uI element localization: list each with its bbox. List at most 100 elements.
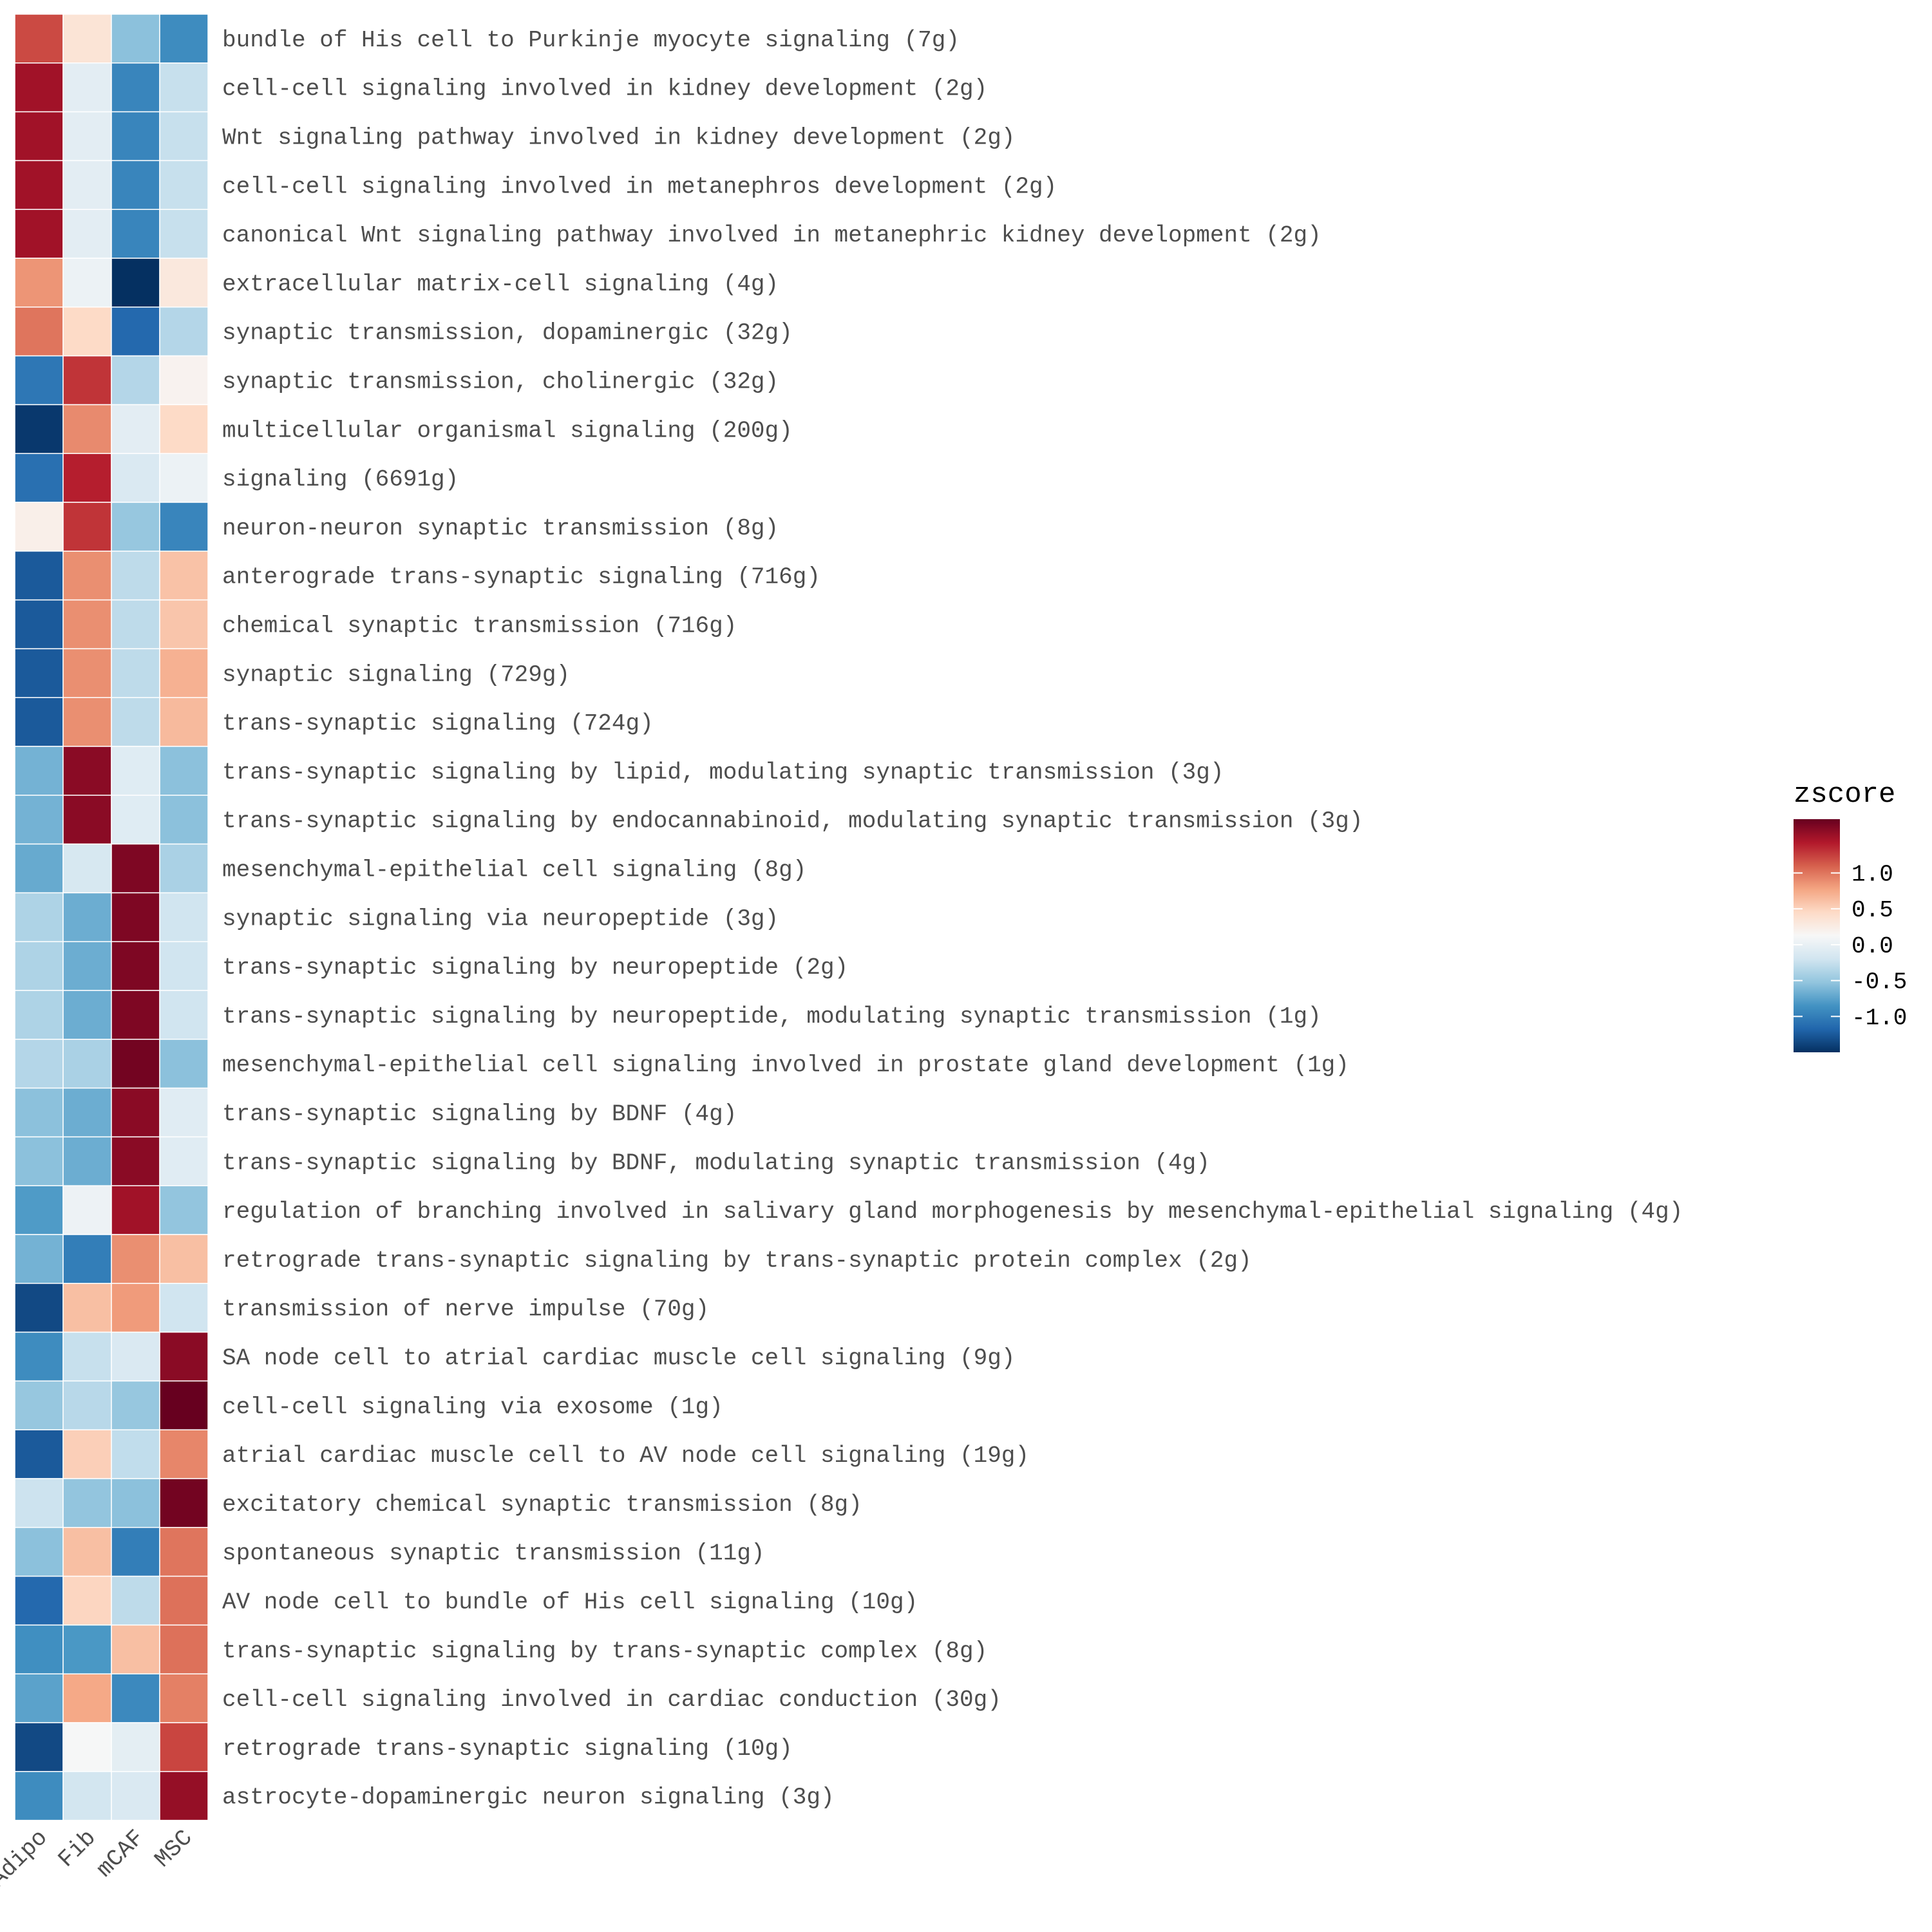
row-label: cell-cell signaling involved in kidney d…: [222, 76, 987, 102]
heatmap-cell-r19-adipo: [14, 892, 64, 942]
heatmap-cell-r31-adipo: [14, 1478, 64, 1528]
row-label: synaptic transmission, cholinergic (32g): [222, 369, 779, 395]
heatmap-cell-r18-msc: [159, 843, 209, 894]
heatmap-cell-r33-mcaf: [111, 1575, 160, 1626]
heatmap-cell-r8-mcaf: [111, 355, 160, 406]
row-label: chemical synaptic transmission (716g): [222, 613, 737, 639]
heatmap-cell-r12-adipo: [14, 551, 64, 601]
heatmap-cell-r7-adipo: [14, 307, 64, 357]
colorbar-ticks: 1.0 0.5 0.0 -0.5 -1.0: [1794, 862, 1907, 1031]
heatmap-cell-r4-fib: [62, 160, 112, 210]
heatmap-cell-r2-mcaf: [111, 62, 160, 113]
heatmap-cell-r22-adipo: [14, 1039, 64, 1089]
row-label: canonical Wnt signaling pathway involved…: [222, 222, 1321, 249]
heatmap-cell-r5-msc: [159, 209, 209, 259]
heatmap-cell-r29-adipo: [14, 1380, 64, 1430]
heatmap-cell-r6-adipo: [14, 258, 64, 308]
heatmap-cell-r19-msc: [159, 892, 209, 942]
heatmap-cell-r3-adipo: [14, 111, 64, 162]
row-label: synaptic signaling via neuropeptide (3g): [222, 905, 779, 932]
heatmap-cell-r15-mcaf: [111, 697, 160, 747]
heatmap-cell-r34-adipo: [14, 1624, 64, 1674]
row-label: mesenchymal-epithelial cell signaling (8…: [222, 857, 806, 884]
row-label: retrograde trans-synaptic signaling by t…: [222, 1247, 1252, 1274]
heatmap-cell-r23-mcaf: [111, 1087, 160, 1138]
heatmap-cell-r15-fib: [62, 697, 112, 747]
heatmap-cell-r9-mcaf: [111, 404, 160, 454]
row-label: neuron-neuron synaptic transmission (8g): [222, 515, 779, 542]
row-label: synaptic signaling (729g): [222, 661, 570, 688]
heatmap-cell-r23-adipo: [14, 1087, 64, 1138]
heatmap-cell-r36-fib: [62, 1722, 112, 1772]
heatmap-cell-r16-adipo: [14, 746, 64, 796]
row-label: atrial cardiac muscle cell to AV node ce…: [222, 1443, 1029, 1469]
heatmap-cell-r22-mcaf: [111, 1039, 160, 1089]
heatmap-cell-r1-adipo: [14, 14, 64, 64]
heatmap-cell-r2-fib: [62, 62, 112, 113]
heatmap-cell-r16-msc: [159, 746, 209, 796]
heatmap-cell-r26-mcaf: [111, 1234, 160, 1284]
heatmap-cell-r30-msc: [159, 1429, 209, 1479]
heatmap-cell-r17-adipo: [14, 795, 64, 845]
colorbar-tick-label: -0.5: [1852, 969, 1907, 996]
heatmap-cell-r34-msc: [159, 1624, 209, 1674]
heatmap-cell-r11-mcaf: [111, 502, 160, 552]
heatmap-cell-r20-fib: [62, 941, 112, 991]
heatmap-cell-r27-mcaf: [111, 1283, 160, 1333]
column-label-msc: MSC: [149, 1824, 198, 1873]
row-label: anterograde trans-synaptic signaling (71…: [222, 564, 820, 591]
heatmap-cell-r1-msc: [159, 14, 209, 64]
heatmap-cell-r18-fib: [62, 843, 112, 894]
heatmap-cell-r7-msc: [159, 307, 209, 357]
heatmap-cell-r36-msc: [159, 1722, 209, 1772]
heatmap-cell-r8-adipo: [14, 355, 64, 406]
row-label: trans-synaptic signaling by neuropeptide…: [222, 1003, 1321, 1030]
heatmap-cell-r37-mcaf: [111, 1771, 160, 1821]
heatmap-cell-r30-adipo: [14, 1429, 64, 1479]
heatmap-cell-r26-fib: [62, 1234, 112, 1284]
heatmap-cell-r25-msc: [159, 1185, 209, 1235]
heatmap-cell-r17-fib: [62, 795, 112, 845]
heatmap-cell-r31-mcaf: [111, 1478, 160, 1528]
colorbar-tick-label: 1.0: [1852, 862, 1893, 888]
heatmap-cell-r24-adipo: [14, 1136, 64, 1186]
row-label: excitatory chemical synaptic transmissio…: [222, 1492, 862, 1518]
row-label: trans-synaptic signaling by neuropeptide…: [222, 954, 848, 981]
heatmap-cell-r21-msc: [159, 990, 209, 1040]
heatmap-cell-r9-msc: [159, 404, 209, 454]
heatmap-cell-r24-msc: [159, 1136, 209, 1186]
heatmap-cell-r21-fib: [62, 990, 112, 1040]
row-label: trans-synaptic signaling by lipid, modul…: [222, 759, 1224, 786]
heatmap-cell-r30-fib: [62, 1429, 112, 1479]
heatmap-cell-r35-msc: [159, 1673, 209, 1723]
heatmap-cell-r1-mcaf: [111, 14, 160, 64]
heatmap-cell-r7-fib: [62, 307, 112, 357]
heatmap-cell-r34-mcaf: [111, 1624, 160, 1674]
heatmap-cell-r37-adipo: [14, 1771, 64, 1821]
heatmap-cell-r13-msc: [159, 599, 209, 650]
heatmap-cell-r28-fib: [62, 1331, 112, 1382]
heatmap-cell-r31-msc: [159, 1478, 209, 1528]
heatmap-cell-r18-adipo: [14, 843, 64, 894]
heatmap-cell-r14-fib: [62, 648, 112, 698]
row-label: signaling (6691g): [222, 466, 459, 493]
row-label: SA node cell to atrial cardiac muscle ce…: [222, 1345, 1015, 1372]
heatmap-cell-r22-msc: [159, 1039, 209, 1089]
heatmap-cell-r2-msc: [159, 62, 209, 113]
heatmap-cell-r4-msc: [159, 160, 209, 210]
heatmap-cell-r16-mcaf: [111, 746, 160, 796]
heatmap-cell-r16-fib: [62, 746, 112, 796]
heatmap-cell-r20-mcaf: [111, 941, 160, 991]
heatmap-cell-r36-mcaf: [111, 1722, 160, 1772]
heatmap-cell-r21-adipo: [14, 990, 64, 1040]
row-label: extracellular matrix-cell signaling (4g): [222, 271, 779, 298]
heatmap-cell-r20-adipo: [14, 941, 64, 991]
heatmap-cell-r5-mcaf: [111, 209, 160, 259]
heatmap-cell-r25-adipo: [14, 1185, 64, 1235]
heatmap-cell-r33-msc: [159, 1575, 209, 1626]
row-label: regulation of branching involved in sali…: [222, 1198, 1683, 1225]
heatmap-cell-r29-msc: [159, 1380, 209, 1430]
heatmap-cell-r1-fib: [62, 14, 112, 64]
heatmap-cell-r26-adipo: [14, 1234, 64, 1284]
